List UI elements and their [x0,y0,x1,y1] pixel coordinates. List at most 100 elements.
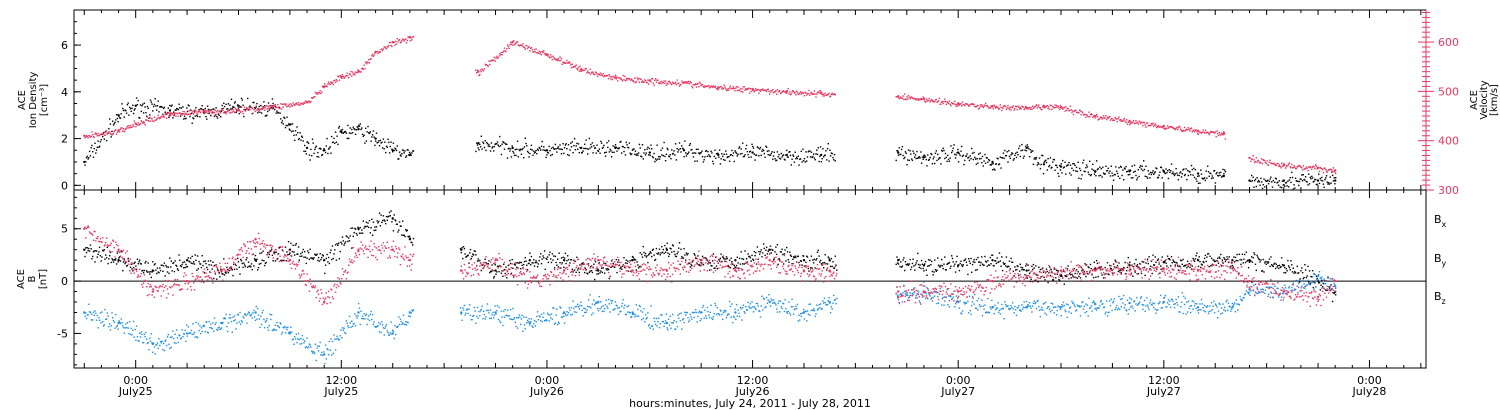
data-dot [395,40,397,43]
data-point [117,129,120,132]
data-dot [1004,149,1006,152]
data-dot [993,265,995,267]
data-dot [907,159,909,161]
data-dot [1050,268,1052,271]
data-dot [93,136,95,139]
data-dot [1023,269,1025,271]
data-dot [243,115,245,118]
data-dot [176,265,178,267]
data-dot [529,50,531,52]
data-dot [205,111,207,113]
data-dot [247,108,249,110]
data-dot [400,225,402,227]
data-dot [1276,162,1278,165]
data-dot [536,153,538,155]
data-dot [958,104,961,106]
data-dot [688,83,691,85]
data-dot [1107,117,1109,120]
data-dot [930,99,932,102]
data-dot [1290,181,1292,184]
data-dot [105,254,107,256]
data-dot [405,155,408,157]
data-dot [588,137,590,140]
data-dot [523,260,526,263]
data-dot [1030,278,1032,280]
data-dot [146,338,148,340]
data-dot [579,65,581,67]
data-dot [365,140,368,142]
data-dot [482,69,484,71]
data-dot [579,264,581,266]
data-dot [784,91,786,93]
data-dot [1288,186,1290,188]
data-dot [498,145,500,148]
data-dot [565,143,567,145]
data-dot [116,324,119,327]
data-dot [1161,256,1163,258]
data-dot [1170,256,1173,258]
data-dot [560,153,563,155]
data-dot [201,255,203,257]
data-dot [405,229,407,231]
data-dot [185,263,187,266]
data-dot [493,275,496,278]
data-dot [563,257,566,259]
data-dot [978,261,981,263]
data-dot [1122,169,1124,171]
data-dot [665,247,668,249]
data-dot [299,104,301,106]
data-dot [937,101,939,103]
data-dot [1146,258,1149,260]
data-dot [531,49,533,51]
data-dot [723,258,725,260]
data-dot [362,135,364,137]
data-dot [823,156,825,158]
data-dot [674,154,676,156]
data-dot [365,61,367,63]
data-dot [1299,178,1301,180]
data-dot [940,264,942,267]
data-dot [262,107,264,110]
data-dot [503,47,506,49]
data-dot [1089,113,1092,116]
data-dot [625,78,627,80]
data-dot [327,152,329,155]
data-point [614,146,617,150]
data-dot [1056,273,1058,275]
data-dot [757,258,759,260]
data-dot [620,266,622,268]
data-dot [653,84,655,86]
data-dot [237,257,239,260]
data-dot [621,265,624,268]
data-dot [698,263,701,266]
data-dot [198,260,200,263]
data-dot [346,137,348,140]
data-dot [289,106,291,108]
data-dot [783,253,786,255]
data-dot [133,120,135,122]
data-dot [755,154,757,156]
data-dot [709,262,711,264]
data-dot [170,105,172,107]
data-dot [829,155,832,157]
data-dot [404,150,406,152]
data-dot [928,97,930,100]
data-dot [122,325,124,327]
data-dot [1319,177,1321,180]
data-dot [684,254,686,256]
data-dot [1062,167,1065,169]
data-dot [648,83,650,85]
data-dot [403,40,405,42]
data-dot [1166,125,1169,127]
data-dot [721,88,723,90]
data-dot [956,103,958,106]
data-dot [798,164,800,166]
data-dot [114,259,116,261]
data-dot [614,266,616,268]
data-dot [484,258,486,260]
data-dot [732,152,735,154]
data-dot [694,160,696,162]
data-dot [606,74,608,77]
data-dot [1155,167,1157,169]
data-dot [103,324,105,326]
